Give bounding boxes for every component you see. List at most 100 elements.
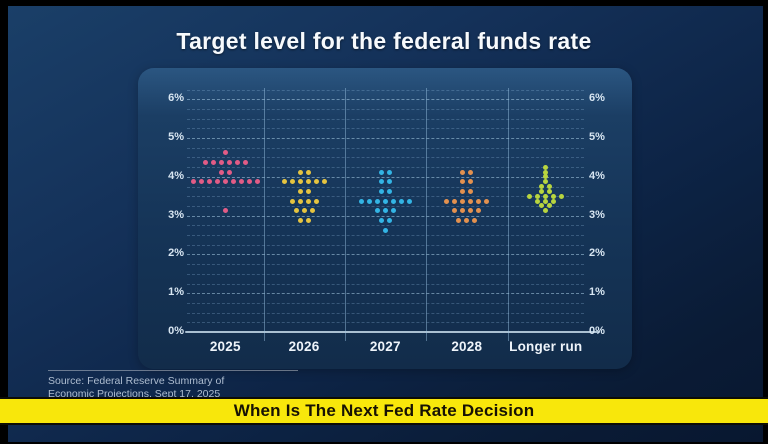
minor-gridline	[187, 205, 584, 207]
dot-2027	[398, 198, 404, 204]
x-axis-label-2027: 2027	[369, 339, 401, 354]
dot-2028	[460, 198, 466, 204]
dot-2027	[358, 198, 364, 204]
dot-2025	[254, 179, 260, 185]
dot-2027	[386, 179, 392, 185]
dot-longer-run	[527, 193, 533, 199]
dot-2027	[386, 217, 392, 223]
minor-gridline	[187, 322, 584, 324]
column-separator	[426, 88, 427, 341]
dot-2025	[222, 150, 228, 156]
y-axis-label-left: 5%	[168, 131, 184, 143]
dot-2027	[390, 198, 396, 204]
dot-2028	[460, 169, 466, 175]
dot-longer-run	[543, 164, 549, 170]
minor-gridline	[187, 167, 584, 169]
y-axis-label-left: 4%	[168, 169, 184, 182]
dot-2025	[198, 179, 204, 185]
dot-2027	[382, 208, 388, 214]
dot-longer-run	[543, 179, 549, 185]
dot-2027	[382, 198, 388, 204]
dot-2025	[214, 179, 220, 185]
source-line1: Source: Federal Reserve Summary of	[48, 375, 225, 387]
major-gridline	[187, 215, 584, 217]
dot-2028	[468, 198, 474, 204]
y-axis-label-left: 2%	[168, 247, 184, 260]
dot-longer-run	[543, 193, 549, 199]
ticker-banner: When Is The Next Fed Rate Decision	[0, 397, 768, 425]
dot-2028	[468, 208, 474, 214]
minor-gridline	[187, 264, 584, 266]
y-axis-label-right: 6%	[589, 92, 605, 105]
dot-2028	[452, 198, 458, 204]
dot-2025	[190, 179, 196, 185]
dot-longer-run	[543, 174, 549, 180]
major-gridline	[187, 254, 584, 256]
minor-gridline	[187, 157, 584, 159]
dot-longer-run	[535, 198, 541, 204]
dot-2025	[242, 159, 248, 165]
x-axis-label-2026: 2026	[288, 339, 320, 354]
chart-title: Target level for the federal funds rate	[176, 28, 592, 54]
dot-2026	[305, 188, 311, 194]
dot-longer-run	[543, 208, 549, 214]
dot-2028	[476, 208, 482, 214]
dot-2028	[468, 179, 474, 185]
dot-2026	[297, 217, 303, 223]
dot-2025	[238, 179, 244, 185]
dot-2026	[305, 198, 311, 204]
minor-gridline	[187, 118, 584, 120]
minor-gridline	[187, 89, 584, 91]
y-axis-label-right: 2%	[589, 247, 605, 260]
minor-gridline	[187, 283, 584, 285]
dot-2027	[378, 188, 384, 194]
dot-2028	[456, 217, 462, 223]
y-axis-label-left: 1%	[168, 286, 184, 299]
major-gridline	[187, 138, 584, 139]
dot-2027	[386, 169, 392, 175]
minor-gridline	[187, 244, 584, 246]
dot-2025	[234, 159, 240, 165]
dot-2026	[321, 179, 327, 185]
dot-2026	[305, 217, 311, 223]
dot-2025	[226, 169, 232, 175]
minor-gridline	[187, 273, 584, 275]
dot-longer-run	[543, 169, 549, 175]
ticker-text: When Is The Next Fed Rate Decision	[233, 401, 535, 420]
dot-2026	[297, 188, 303, 194]
y-axis-label-left: 3%	[168, 208, 184, 221]
dot-2026	[309, 208, 315, 214]
dot-2025	[206, 179, 212, 185]
dot-2025	[222, 179, 228, 185]
dot-2027	[378, 179, 384, 185]
x-axis-label-2025: 2025	[209, 339, 241, 354]
dot-2025	[230, 179, 236, 185]
dot-2026	[313, 198, 319, 204]
minor-gridline	[187, 108, 584, 110]
y-axis-label-right: 0%	[589, 325, 605, 337]
minor-gridline	[187, 186, 584, 188]
dot-2026	[297, 179, 303, 185]
minor-gridline	[187, 312, 584, 314]
source-divider	[48, 370, 298, 371]
dot-2028	[484, 198, 490, 204]
dot-2028	[476, 198, 482, 204]
minor-gridline	[187, 147, 584, 149]
dot-longer-run	[535, 193, 541, 199]
major-gridline	[187, 176, 584, 178]
dot-2026	[313, 179, 319, 185]
y-axis-label-left: 6%	[168, 92, 184, 105]
dot-2028	[460, 208, 466, 214]
dot-2026	[305, 169, 311, 175]
dot-2028	[444, 198, 450, 204]
dot-2026	[289, 198, 295, 204]
dot-2026	[297, 198, 303, 204]
dot-2028	[460, 188, 466, 194]
minor-gridline	[187, 225, 584, 227]
dot-2028	[460, 179, 466, 185]
dot-2028	[468, 188, 474, 194]
y-axis-label-right: 4%	[589, 169, 605, 182]
dot-2026	[297, 169, 303, 175]
dot-2028	[464, 217, 470, 223]
